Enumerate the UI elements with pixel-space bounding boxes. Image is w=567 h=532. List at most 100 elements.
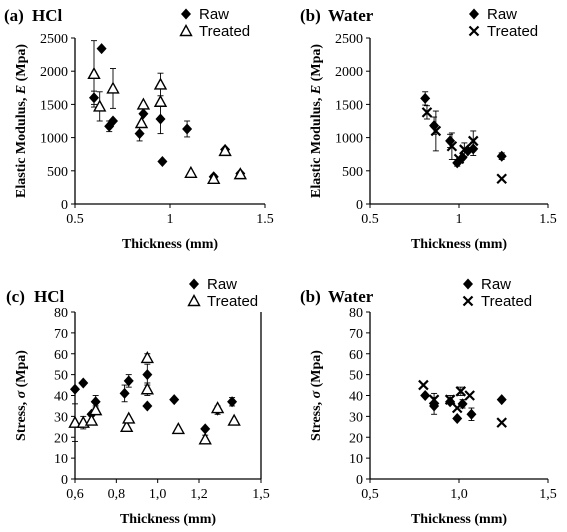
series-treated bbox=[68, 350, 241, 445]
data-point bbox=[153, 94, 168, 107]
data-point bbox=[227, 413, 241, 426]
y-label-text: Stress, bbox=[309, 398, 324, 441]
y-axis-label: Stress, σ (Mpa) bbox=[14, 350, 29, 441]
series-treated bbox=[87, 40, 247, 184]
y-label-unit: (Mpa) bbox=[14, 44, 29, 85]
legend-marker bbox=[469, 8, 479, 20]
data-point bbox=[123, 375, 134, 387]
y-tick-label: 2000 bbox=[335, 65, 363, 80]
y-tick-label: 2500 bbox=[335, 32, 363, 47]
y-label-variable: σ bbox=[309, 390, 324, 398]
legend-label: Treated bbox=[199, 23, 250, 40]
y-tick-label: 10 bbox=[349, 452, 363, 467]
x-tick-label: 0,6 bbox=[66, 487, 84, 502]
data-point bbox=[140, 350, 155, 364]
y-tick-label: 40 bbox=[349, 390, 363, 405]
y-tick-label: 80 bbox=[349, 306, 363, 321]
legend-marker bbox=[187, 294, 201, 307]
y-tick-label: 2000 bbox=[40, 65, 68, 80]
data-point bbox=[157, 156, 168, 168]
x-tick-label: 0,5 bbox=[361, 487, 379, 502]
chart-title: Water bbox=[328, 6, 374, 25]
x-tick-label: 1 bbox=[167, 212, 174, 227]
data-point bbox=[496, 394, 507, 406]
y-tick-label: 40 bbox=[54, 390, 68, 405]
data-point bbox=[210, 401, 225, 414]
data-point bbox=[119, 387, 130, 399]
chart-panel-3: (c) HCl 0 10 20 30 40 50 60 70 80 0,6 0,8 1,0 1,2 1,5 Th… bbox=[6, 276, 270, 527]
legend-marker bbox=[181, 8, 191, 20]
series-treated bbox=[421, 105, 507, 185]
y-tick-label: 30 bbox=[54, 410, 68, 425]
x-tick-label: 1,2 bbox=[190, 487, 208, 502]
y-label-text: Elastic Modulus, bbox=[14, 94, 29, 198]
x-tick-label: 1,0 bbox=[149, 487, 167, 502]
y-axis-label: Stress, σ (Mpa) bbox=[309, 350, 324, 441]
x-tick-label: 1,5 bbox=[539, 487, 557, 502]
x-tick-label: 0,8 bbox=[108, 487, 126, 502]
data-point bbox=[134, 128, 145, 140]
panel-label: (b) bbox=[300, 6, 321, 25]
x-tick-label: 0.5 bbox=[66, 212, 84, 227]
data-point bbox=[430, 125, 442, 137]
legend-label: Raw bbox=[199, 6, 229, 23]
data-point bbox=[452, 412, 463, 424]
data-point bbox=[70, 383, 80, 395]
y-label-unit: (Mpa) bbox=[309, 350, 324, 391]
y-tick-label: 60 bbox=[349, 348, 363, 363]
data-point bbox=[108, 115, 118, 127]
series-raw bbox=[89, 43, 246, 183]
y-label-variable: σ bbox=[14, 390, 29, 398]
data-point bbox=[87, 66, 101, 80]
x-axis-label: Thickness (mm) bbox=[411, 512, 507, 527]
data-point bbox=[496, 417, 507, 428]
data-point bbox=[459, 144, 470, 155]
data-point bbox=[421, 107, 433, 118]
series-raw bbox=[420, 91, 507, 169]
chart-title: Water bbox=[328, 287, 374, 306]
data-point bbox=[136, 97, 151, 110]
data-point bbox=[119, 419, 134, 433]
y-tick-label: 2500 bbox=[40, 32, 68, 47]
data-point bbox=[142, 400, 153, 412]
data-point bbox=[464, 390, 475, 401]
data-point bbox=[455, 386, 467, 397]
x-tick-label: 1 bbox=[456, 212, 463, 227]
y-label-unit: (Mpa) bbox=[14, 350, 29, 391]
data-point bbox=[428, 394, 440, 405]
data-point bbox=[90, 396, 101, 408]
x-axis-label: Thickness (mm) bbox=[122, 237, 218, 252]
legend-marker bbox=[189, 278, 199, 290]
legend-marker bbox=[462, 295, 474, 307]
y-tick-label: 500 bbox=[47, 165, 68, 180]
data-point bbox=[155, 113, 166, 125]
series-treated bbox=[418, 379, 507, 428]
x-tick-label: 0.5 bbox=[361, 212, 379, 227]
legend-marker bbox=[179, 24, 193, 37]
legend-label: Treated bbox=[487, 23, 538, 40]
legend-label: Raw bbox=[481, 276, 511, 293]
data-point bbox=[198, 432, 212, 445]
chart-title: HCl bbox=[34, 287, 65, 306]
data-point bbox=[182, 123, 193, 135]
legend-marker bbox=[463, 278, 473, 290]
chart-title: HCl bbox=[32, 6, 63, 25]
data-point bbox=[420, 390, 431, 401]
x-tick-label: 1,5 bbox=[252, 487, 270, 502]
data-point bbox=[134, 116, 149, 129]
y-tick-label: 70 bbox=[349, 327, 363, 342]
y-axis-label: Elastic Modulus, E (Mpa) bbox=[14, 44, 29, 198]
data-point bbox=[200, 423, 211, 435]
y-tick-label: 30 bbox=[349, 410, 363, 425]
y-tick-label: 10 bbox=[54, 452, 68, 467]
data-point bbox=[106, 81, 120, 94]
data-point bbox=[227, 396, 238, 408]
legend-label: Treated bbox=[481, 293, 532, 310]
y-tick-label: 20 bbox=[54, 431, 68, 446]
data-point bbox=[496, 173, 507, 185]
y-tick-label: 1000 bbox=[335, 132, 363, 147]
data-point bbox=[233, 167, 247, 180]
y-tick-label: 0 bbox=[356, 198, 363, 213]
chart-panel-1: (a) HCl 0 500 1000 1500 2000 2500 0.5 1 1.5 Thickne… bbox=[4, 6, 274, 252]
